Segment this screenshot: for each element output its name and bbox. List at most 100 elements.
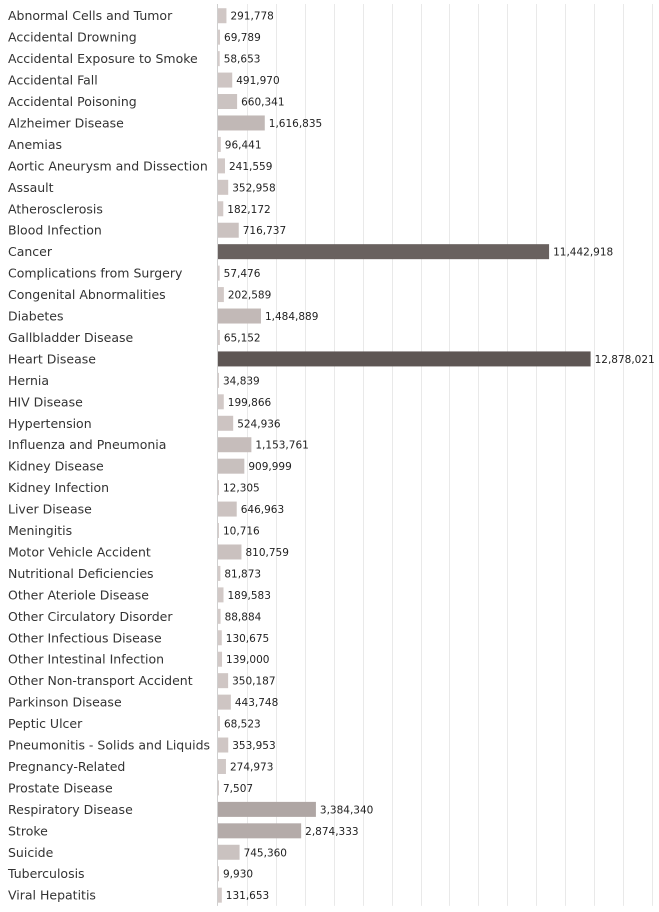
bar[interactable] xyxy=(218,287,224,303)
category-label: Influenza and Pneumonia xyxy=(8,437,166,452)
bar[interactable] xyxy=(218,673,229,689)
value-label: 353,953 xyxy=(232,740,275,752)
value-label: 189,583 xyxy=(227,590,270,602)
category-label: Accidental Exposure to Smoke xyxy=(8,51,198,66)
bar[interactable] xyxy=(218,351,591,367)
value-label: 9,930 xyxy=(223,869,253,881)
value-label: 2,874,333 xyxy=(305,826,358,838)
value-label: 12,305 xyxy=(223,483,260,495)
bar[interactable] xyxy=(218,244,550,260)
category-label: Prostate Disease xyxy=(8,780,113,795)
bar[interactable] xyxy=(218,136,221,152)
bar[interactable] xyxy=(218,694,231,710)
category-label: Respiratory Disease xyxy=(8,802,133,817)
value-label: 660,341 xyxy=(241,97,284,109)
category-label: Aortic Aneurysm and Dissection xyxy=(8,158,208,173)
category-label: Atherosclerosis xyxy=(8,201,103,216)
bar[interactable] xyxy=(218,823,302,839)
bar[interactable] xyxy=(218,480,219,496)
category-label: Complications from Surgery xyxy=(8,266,183,281)
value-label: 182,172 xyxy=(227,204,270,216)
grid-lines xyxy=(217,4,653,906)
value-label: 58,653 xyxy=(224,54,261,66)
bar[interactable] xyxy=(218,651,223,667)
bar[interactable] xyxy=(218,758,226,774)
value-label: 65,152 xyxy=(224,332,261,344)
bar[interactable] xyxy=(218,887,222,903)
category-label: Hernia xyxy=(8,373,49,388)
bar[interactable] xyxy=(218,29,221,45)
bar[interactable] xyxy=(218,437,252,453)
bar[interactable] xyxy=(218,179,229,195)
value-label: 241,559 xyxy=(229,161,272,173)
bar[interactable] xyxy=(218,780,219,796)
bar[interactable] xyxy=(218,51,220,67)
value-label: 443,748 xyxy=(235,697,278,709)
value-label: 81,873 xyxy=(224,568,261,580)
value-label: 491,970 xyxy=(236,75,279,87)
bar[interactable] xyxy=(218,523,219,539)
category-labels: Abnormal Cells and Tumor Accidental Drown… xyxy=(7,8,210,902)
bar[interactable] xyxy=(218,394,224,410)
value-label: 1,616,835 xyxy=(269,118,322,130)
value-label: 909,999 xyxy=(248,461,291,473)
bar[interactable] xyxy=(218,158,225,174)
bar[interactable] xyxy=(218,501,237,517)
category-label: Other Infectious Disease xyxy=(8,630,162,645)
bar[interactable] xyxy=(218,716,220,732)
bar[interactable] xyxy=(218,308,261,324)
bar[interactable] xyxy=(218,8,227,24)
value-label: 10,716 xyxy=(223,526,260,538)
category-label: Other Non-transport Accident xyxy=(8,673,193,688)
bar[interactable] xyxy=(218,565,221,581)
value-label: 69,789 xyxy=(224,32,261,44)
bar[interactable] xyxy=(218,458,245,474)
category-label: Meningitis xyxy=(8,523,72,538)
bars xyxy=(218,8,591,903)
bar[interactable] xyxy=(218,587,224,603)
category-label: Other Ateriole Disease xyxy=(8,587,149,602)
bar[interactable] xyxy=(218,372,220,388)
bar[interactable] xyxy=(218,115,265,131)
value-label: 88,884 xyxy=(225,611,262,623)
category-label: Accidental Fall xyxy=(8,73,98,88)
bar[interactable] xyxy=(218,844,240,860)
bar[interactable] xyxy=(218,801,316,817)
value-label: 291,778 xyxy=(230,11,273,23)
bar[interactable] xyxy=(218,737,229,753)
category-label: Liver Disease xyxy=(8,502,92,517)
bar[interactable] xyxy=(218,222,239,238)
category-label: HIV Disease xyxy=(8,394,83,409)
value-label: 131,653 xyxy=(226,890,269,902)
bar[interactable] xyxy=(218,608,221,624)
bar[interactable] xyxy=(218,630,222,646)
category-label: Other Circulatory Disorder xyxy=(8,609,173,624)
bar[interactable] xyxy=(218,265,220,281)
category-label: Nutritional Deficiencies xyxy=(8,566,154,581)
bar[interactable] xyxy=(218,201,224,217)
value-label: 810,759 xyxy=(245,547,288,559)
value-label: 646,963 xyxy=(241,504,284,516)
category-label: Accidental Poisoning xyxy=(8,94,137,109)
value-label: 202,589 xyxy=(228,290,271,302)
category-label: Congenital Abnormalities xyxy=(8,287,166,302)
value-label: 1,484,889 xyxy=(265,311,318,323)
bar[interactable] xyxy=(218,72,233,88)
value-label: 352,958 xyxy=(232,182,275,194)
category-label: Viral Hepatitis xyxy=(8,888,96,903)
bar[interactable] xyxy=(218,415,234,431)
bar[interactable] xyxy=(218,866,219,882)
category-label: Kidney Disease xyxy=(8,459,104,474)
category-label: Stroke xyxy=(8,823,48,838)
bar[interactable] xyxy=(218,544,242,560)
category-label: Anemias xyxy=(8,137,62,152)
bar[interactable] xyxy=(218,329,220,345)
value-label: 130,675 xyxy=(226,633,269,645)
category-label: Accidental Drowning xyxy=(8,30,137,45)
value-label: 3,384,340 xyxy=(320,804,373,816)
bar[interactable] xyxy=(218,94,238,110)
value-label: 274,973 xyxy=(230,761,273,773)
category-label: Blood Infection xyxy=(8,223,102,238)
category-label: Pregnancy-Related xyxy=(8,759,125,774)
